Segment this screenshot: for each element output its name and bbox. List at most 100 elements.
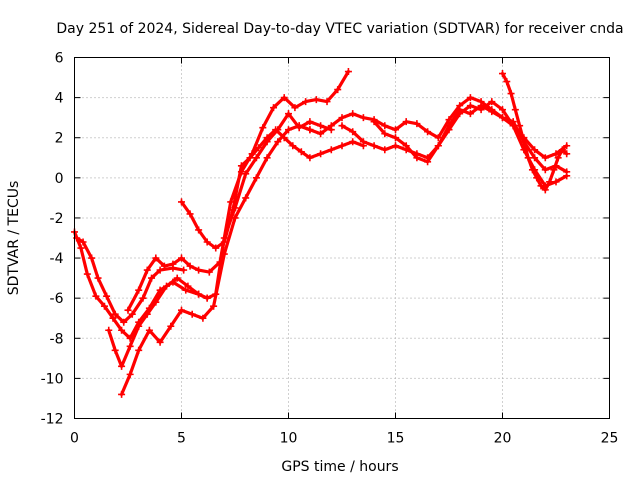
data-point (445, 126, 453, 134)
data-point (503, 78, 511, 86)
data-point (83, 270, 91, 278)
data-point (195, 226, 203, 234)
data-point (550, 166, 558, 174)
data-point (344, 68, 352, 76)
data-point (289, 142, 297, 150)
data-point (252, 154, 260, 162)
data-point (306, 118, 314, 126)
data-point (231, 214, 239, 222)
data-point (229, 206, 237, 214)
data-point (306, 126, 314, 134)
data-point (135, 286, 143, 294)
data-point (274, 138, 282, 146)
data-point (317, 130, 325, 138)
y-tick-label: -12 (41, 412, 64, 428)
data-point (118, 390, 126, 398)
data-point (302, 98, 310, 106)
data-point (370, 142, 378, 150)
data-point (402, 142, 410, 150)
data-point (338, 114, 346, 122)
data-point (237, 162, 245, 170)
data-point (488, 98, 496, 106)
data-point (118, 326, 126, 334)
data-point (128, 310, 136, 318)
y-tick-label: 0 (55, 171, 64, 187)
data-point (184, 282, 192, 290)
data-point (163, 282, 171, 290)
data-point (152, 298, 160, 306)
x-tick-label: 10 (280, 431, 298, 447)
data-point (413, 120, 421, 128)
data-point (338, 122, 346, 130)
data-point (424, 158, 432, 166)
data-point (381, 130, 389, 138)
series-line (119, 124, 312, 396)
data-point (563, 150, 571, 158)
data-point (327, 146, 335, 154)
data-point (528, 166, 536, 174)
data-point (178, 254, 185, 262)
x-tick-label: 0 (70, 431, 79, 447)
series-arc-3 (124, 68, 352, 314)
series-arc-2 (73, 234, 188, 326)
data-point (563, 172, 571, 180)
data-point (499, 114, 506, 122)
data-point (77, 244, 85, 252)
data-point (533, 174, 541, 182)
data-point (270, 104, 278, 112)
data-point (327, 122, 335, 130)
y-tick-label: 2 (55, 131, 64, 147)
y-tick-label: -4 (50, 251, 64, 267)
data-point (563, 142, 571, 150)
data-point (182, 286, 190, 294)
data-point (109, 314, 117, 322)
data-point (323, 98, 331, 106)
data-point (349, 110, 357, 118)
data-point (180, 266, 188, 274)
data-point (169, 260, 177, 268)
data-point (554, 154, 562, 162)
data-point (466, 94, 474, 102)
data-point (338, 142, 346, 150)
x-tick-label: 15 (387, 431, 405, 447)
data-point (135, 322, 143, 330)
data-point (392, 134, 399, 142)
data-point (434, 134, 442, 142)
series-line (340, 103, 569, 174)
data-point (178, 198, 185, 206)
y-tick-label: 4 (55, 91, 64, 107)
data-point (126, 370, 134, 378)
data-point (306, 154, 314, 162)
data-point (359, 138, 367, 146)
data-point (272, 126, 280, 134)
data-point (148, 274, 156, 282)
data-point (126, 342, 134, 350)
data-point (466, 110, 474, 118)
data-point (252, 174, 260, 182)
data-point (541, 186, 549, 194)
data-point (531, 146, 539, 154)
data-point (259, 124, 267, 132)
data-point (434, 142, 442, 150)
data-point (111, 310, 119, 318)
data-point (203, 238, 211, 246)
data-point (88, 254, 96, 262)
y-tick-label: -2 (50, 211, 64, 227)
data-point (210, 302, 218, 310)
data-point (370, 118, 378, 126)
data-point (118, 362, 126, 370)
data-point (285, 110, 292, 118)
data-point (413, 154, 421, 162)
data-point (263, 134, 271, 142)
data-point (295, 122, 303, 130)
y-tick-label: -8 (50, 331, 64, 347)
data-point (520, 138, 528, 146)
data-point (558, 146, 566, 154)
data-point (195, 290, 203, 298)
data-point (220, 250, 228, 258)
data-point (334, 86, 342, 94)
data-point (173, 274, 181, 282)
data-point (499, 70, 506, 78)
data-point (100, 302, 108, 310)
